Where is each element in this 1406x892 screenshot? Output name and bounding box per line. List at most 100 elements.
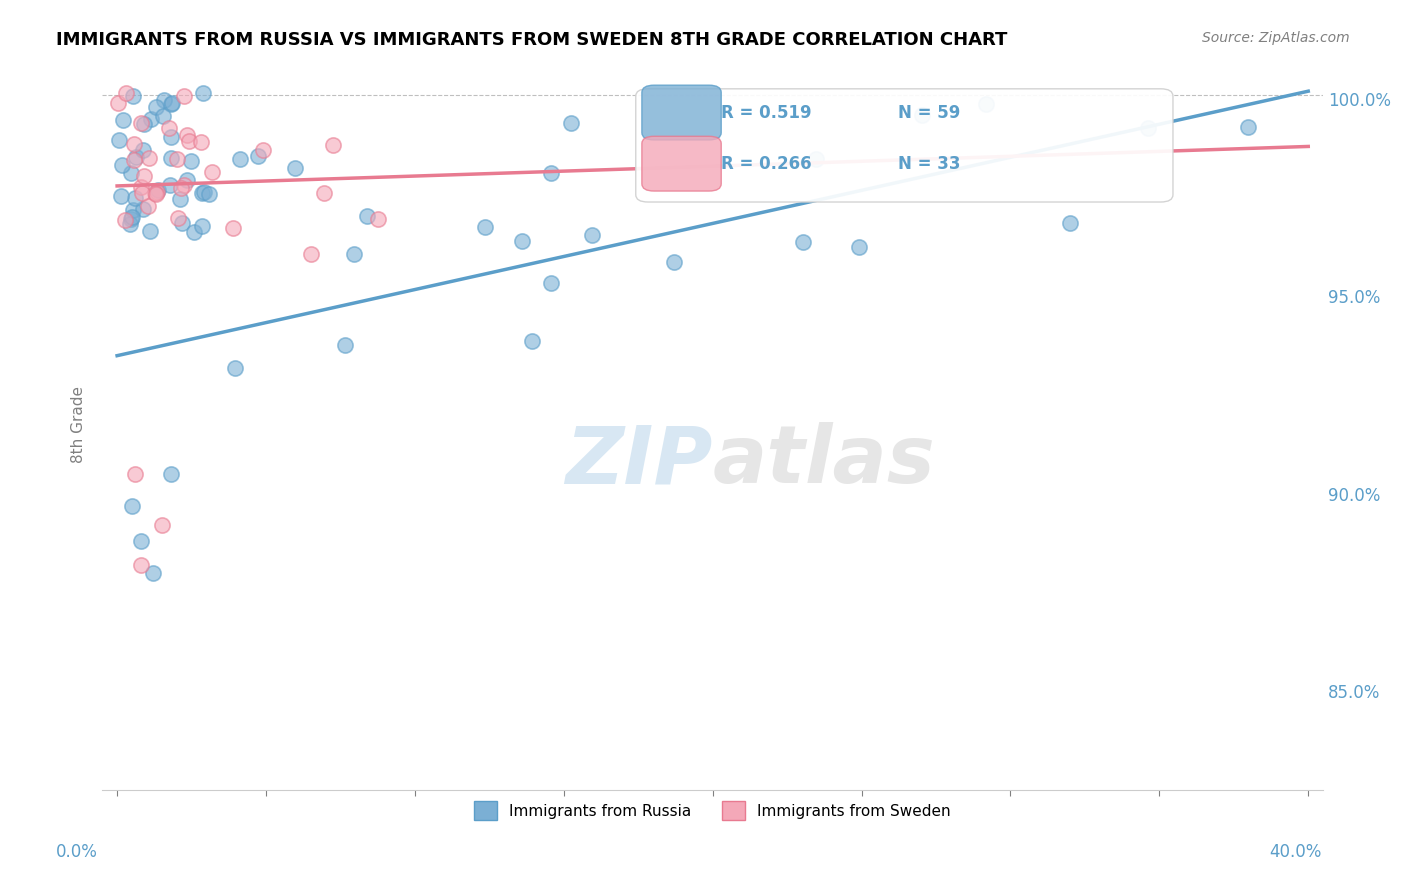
Point (335, 337, 357, 351)
Point (193, 185, 215, 199)
Text: ZIP: ZIP (565, 422, 713, 500)
FancyBboxPatch shape (636, 89, 1173, 202)
Point (299, 247, 322, 261)
Point (159, 178, 181, 193)
Point (176, 128, 198, 143)
Point (132, 202, 155, 216)
Point (343, 247, 366, 261)
Point (228, 152, 250, 166)
Point (222, 221, 245, 235)
Point (122, 136, 145, 151)
Point (581, 228, 603, 243)
Point (139, 112, 162, 127)
Point (180, 154, 202, 169)
Point (146, 183, 169, 197)
Point (169, 193, 191, 207)
Point (1059, 216, 1081, 230)
Point (166, 152, 188, 166)
Point (540, 166, 562, 180)
Point (198, 187, 221, 202)
Point (159, 120, 181, 135)
Point (792, 235, 814, 249)
Point (367, 212, 389, 227)
Point (284, 161, 307, 175)
Legend: Immigrants from Russia, Immigrants from Sweden: Immigrants from Russia, Immigrants from … (468, 796, 957, 826)
Point (510, 234, 533, 248)
Text: Source: ZipAtlas.com: Source: ZipAtlas.com (1202, 31, 1350, 45)
Point (520, 334, 543, 349)
Point (176, 173, 198, 187)
Point (540, 276, 562, 290)
FancyBboxPatch shape (643, 85, 721, 140)
Text: 40.0%: 40.0% (1270, 843, 1322, 861)
Point (160, 95, 183, 110)
Point (160, 151, 183, 165)
Point (111, 113, 134, 128)
Point (121, 210, 143, 224)
Point (145, 99, 167, 113)
Point (190, 136, 212, 150)
Point (110, 189, 132, 203)
Point (474, 219, 496, 234)
Point (183, 225, 205, 239)
Point (193, 86, 215, 100)
Point (107, 96, 129, 111)
Point (974, 97, 997, 112)
Point (806, 152, 828, 166)
Point (152, 109, 174, 123)
Text: R = 0.519: R = 0.519 (721, 103, 811, 122)
Point (173, 178, 195, 192)
Point (122, 153, 145, 167)
Point (143, 186, 166, 201)
Text: IMMIGRANTS FROM RUSSIA VS IMMIGRANTS FROM SWEDEN 8TH GRADE CORRELATION CHART: IMMIGRANTS FROM RUSSIA VS IMMIGRANTS FRO… (56, 31, 1008, 49)
Y-axis label: 8th Grade: 8th Grade (72, 386, 86, 463)
Point (167, 211, 190, 226)
Point (129, 116, 152, 130)
Point (560, 116, 582, 130)
Point (120, 166, 142, 180)
Point (122, 203, 145, 218)
Point (662, 255, 685, 269)
Point (124, 191, 146, 205)
Text: N = 59: N = 59 (898, 103, 960, 122)
Point (224, 361, 246, 376)
Point (201, 165, 224, 179)
Text: atlas: atlas (713, 422, 935, 500)
Point (146, 185, 169, 199)
Point (142, 566, 165, 580)
Point (1137, 120, 1160, 135)
Point (122, 88, 145, 103)
Text: 0.0%: 0.0% (56, 843, 98, 861)
Point (252, 143, 274, 157)
Point (129, 180, 152, 194)
Point (150, 518, 173, 533)
Point (159, 97, 181, 112)
Point (114, 213, 136, 227)
Point (111, 158, 134, 172)
Point (120, 212, 142, 227)
Point (125, 150, 148, 164)
Point (136, 199, 159, 213)
Point (191, 186, 214, 200)
Point (132, 143, 155, 157)
Point (173, 89, 195, 103)
Text: N = 33: N = 33 (898, 155, 960, 173)
Point (1236, 120, 1258, 134)
Point (138, 151, 160, 165)
Point (191, 219, 214, 234)
Point (170, 181, 193, 195)
Point (129, 534, 152, 549)
Point (848, 240, 870, 254)
Point (172, 216, 194, 230)
Point (911, 108, 934, 122)
FancyBboxPatch shape (643, 136, 721, 191)
Point (153, 93, 176, 107)
Point (179, 134, 201, 148)
Point (118, 217, 141, 231)
Point (121, 499, 143, 513)
Point (134, 117, 156, 131)
Point (145, 186, 167, 201)
Point (159, 467, 181, 482)
Point (115, 86, 138, 100)
Point (247, 149, 270, 163)
